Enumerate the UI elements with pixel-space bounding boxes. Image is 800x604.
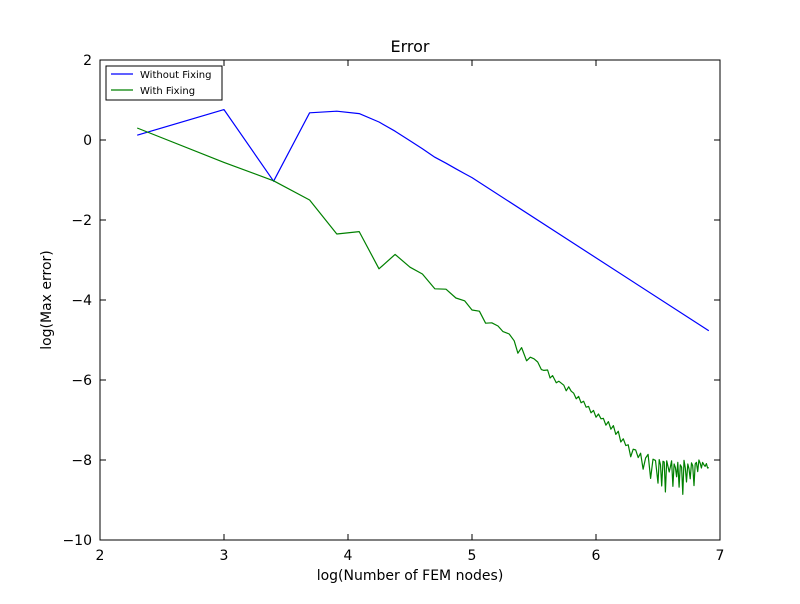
legend-label-without-fixing: Without Fixing	[140, 70, 211, 81]
plot-area	[100, 60, 720, 540]
y-tick-label: −4	[71, 293, 92, 309]
series-line-without-fixing	[137, 108, 710, 332]
y-tick-label: 2	[83, 53, 92, 69]
series-layer	[136, 108, 710, 495]
x-tick-label: 3	[220, 548, 229, 564]
legend-box	[105, 65, 223, 101]
series-line-with-fixing	[136, 127, 709, 495]
y-axis-label: log(Max error)	[39, 250, 55, 350]
x-axis-label: log(Number of FEM nodes)	[317, 568, 504, 584]
y-tick-label: −8	[71, 453, 92, 469]
x-tick-label: 6	[592, 548, 601, 564]
y-tick-label: −10	[62, 533, 92, 549]
x-tick-label: 5	[468, 548, 477, 564]
y-tick-label: −6	[71, 373, 92, 389]
x-tick-label: 4	[344, 548, 353, 564]
legend-label-with-fixing: With Fixing	[140, 86, 195, 97]
x-tick-label: 7	[716, 548, 725, 564]
y-tick-label: −2	[71, 213, 92, 229]
ticks-layer: 2 3 4 5 6 7 −10 −8 −6 −4 −2 0 2	[62, 53, 724, 564]
chart-title: Error	[391, 37, 430, 56]
y-tick-label: 0	[83, 133, 92, 149]
legend: Without Fixing With Fixing	[105, 65, 223, 101]
x-tick-label: 2	[96, 548, 105, 564]
